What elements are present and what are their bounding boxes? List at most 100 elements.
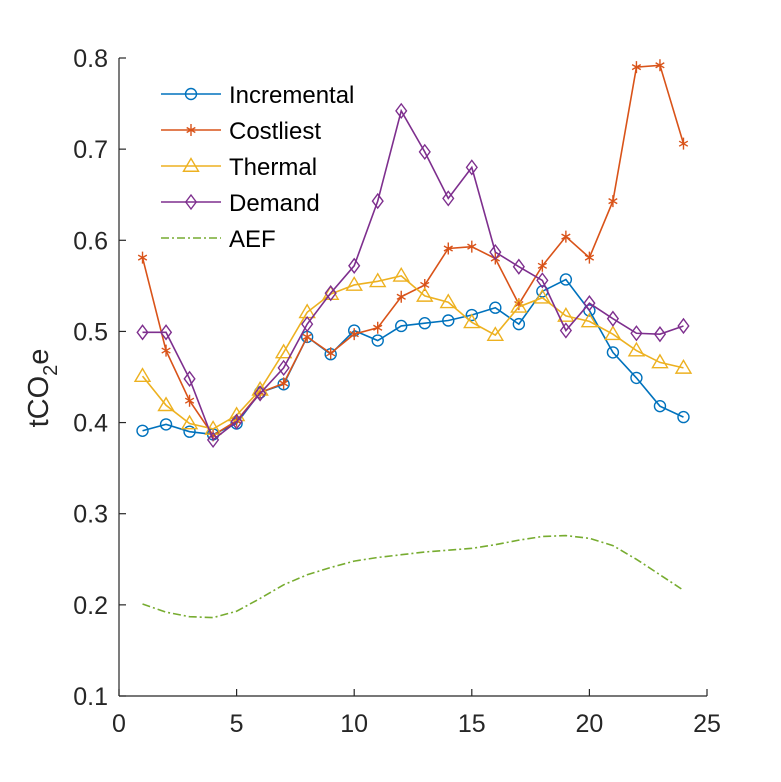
y-tick-label: 0.8 — [73, 45, 108, 73]
data-point-costliest — [655, 59, 665, 72]
data-point-thermal — [557, 307, 575, 322]
legend-label-aef: AEF — [229, 226, 276, 253]
data-point-costliest — [467, 240, 477, 253]
data-point-incremental — [559, 273, 573, 286]
data-point-thermal — [604, 325, 622, 341]
legend-item-thermal: Thermal — [161, 154, 317, 181]
legend-marker-demand — [184, 193, 198, 211]
series-thermal — [133, 266, 693, 435]
x-tick-label: 10 — [340, 710, 368, 738]
data-point-costliest — [302, 330, 312, 343]
series-costliest — [137, 59, 689, 442]
data-point-demand — [489, 243, 502, 261]
data-point-demand — [206, 431, 220, 449]
data-point-costliest — [396, 290, 406, 303]
data-point-demand — [442, 190, 455, 207]
data-point-thermal — [180, 414, 199, 430]
y-tick-label: 0.6 — [73, 227, 108, 255]
data-point-thermal — [392, 266, 410, 282]
series-line-costliest — [141, 64, 685, 437]
legend-marker-incremental — [184, 87, 198, 101]
data-point-demand — [230, 413, 243, 430]
data-point-demand — [301, 315, 314, 333]
data-point-thermal — [133, 367, 152, 383]
x-tick-label: 25 — [693, 710, 721, 738]
x-tick-label: 15 — [458, 710, 486, 738]
data-point-incremental — [136, 424, 149, 437]
data-point-thermal — [298, 303, 316, 319]
data-point-thermal — [533, 288, 552, 304]
data-point-incremental — [512, 317, 526, 331]
data-point-demand — [677, 317, 690, 335]
axes: 0 5 10 15 20 25 0.1 0.2 0.3 0.4 0.5 0.6 0.7 0.8 — [73, 45, 721, 738]
data-point-incremental — [395, 319, 408, 333]
data-point-thermal — [204, 420, 222, 435]
data-point-costliest — [137, 251, 148, 264]
data-point-thermal — [463, 313, 481, 329]
data-point-thermal — [274, 343, 293, 359]
series-line-thermal — [141, 274, 684, 430]
legend-label-demand: Demand — [229, 190, 320, 217]
legend-item-aef: AEF — [161, 226, 276, 253]
data-point-demand — [536, 272, 549, 289]
data-point-incremental — [183, 425, 196, 438]
data-point-demand — [371, 192, 384, 210]
data-point-thermal — [486, 326, 505, 342]
y-tick-label: 0.3 — [73, 501, 108, 529]
data-point-incremental — [418, 317, 431, 330]
data-point-costliest — [561, 230, 571, 243]
data-point-thermal — [651, 353, 669, 369]
data-point-costliest — [678, 137, 689, 150]
data-point-thermal — [345, 276, 363, 291]
data-point-demand — [253, 385, 267, 402]
series-incremental — [136, 273, 690, 441]
data-point-incremental — [630, 371, 643, 385]
data-point-costliest — [584, 251, 595, 264]
data-point-incremental — [371, 334, 384, 347]
legend-marker-costliest — [186, 124, 196, 136]
data-point-demand — [395, 102, 408, 120]
data-point-incremental — [606, 346, 620, 359]
y-axis-label-subscript: 2 — [40, 365, 62, 376]
data-point-demand — [159, 324, 173, 341]
data-point-demand — [418, 143, 431, 161]
data-point-thermal — [510, 297, 528, 313]
data-point-demand — [512, 258, 525, 275]
data-point-thermal — [580, 312, 599, 328]
data-point-demand — [324, 284, 337, 302]
legend-marker-thermal — [182, 157, 200, 172]
plot-area — [133, 59, 693, 619]
data-point-costliest — [537, 259, 548, 272]
y-tick-label: 0.1 — [73, 683, 108, 711]
legend-label-incremental: Incremental — [229, 82, 354, 109]
data-point-thermal — [439, 293, 458, 309]
legend-label-thermal: Thermal — [229, 154, 317, 181]
data-point-costliest — [443, 242, 453, 255]
data-point-incremental — [442, 314, 455, 327]
data-point-thermal — [368, 272, 387, 288]
data-point-demand — [183, 370, 196, 387]
series-aef — [142, 534, 684, 619]
data-point-incremental — [159, 418, 173, 431]
y-axis-label-main: tCO — [23, 376, 55, 428]
x-tick-label: 20 — [575, 710, 603, 738]
y-axis-label-tail: e — [23, 349, 55, 365]
data-point-incremental — [677, 410, 690, 424]
legend-item-demand: Demand — [161, 190, 320, 217]
data-point-costliest — [349, 328, 359, 341]
data-point-demand — [136, 324, 149, 341]
y-tick-label: 0.2 — [73, 592, 108, 620]
y-axis-label: tCO2e — [23, 349, 62, 428]
data-point-demand — [653, 325, 667, 343]
data-point-costliest — [373, 321, 383, 334]
data-point-costliest — [608, 195, 618, 208]
data-point-incremental — [653, 399, 667, 413]
data-point-costliest — [184, 394, 195, 407]
legend: Incremental Costliest Thermal Demand AEF — [161, 82, 354, 253]
data-point-thermal — [674, 359, 693, 374]
series-line-demand — [142, 108, 684, 442]
legend-item-costliest: Costliest — [161, 118, 321, 145]
data-point-demand — [559, 322, 573, 339]
